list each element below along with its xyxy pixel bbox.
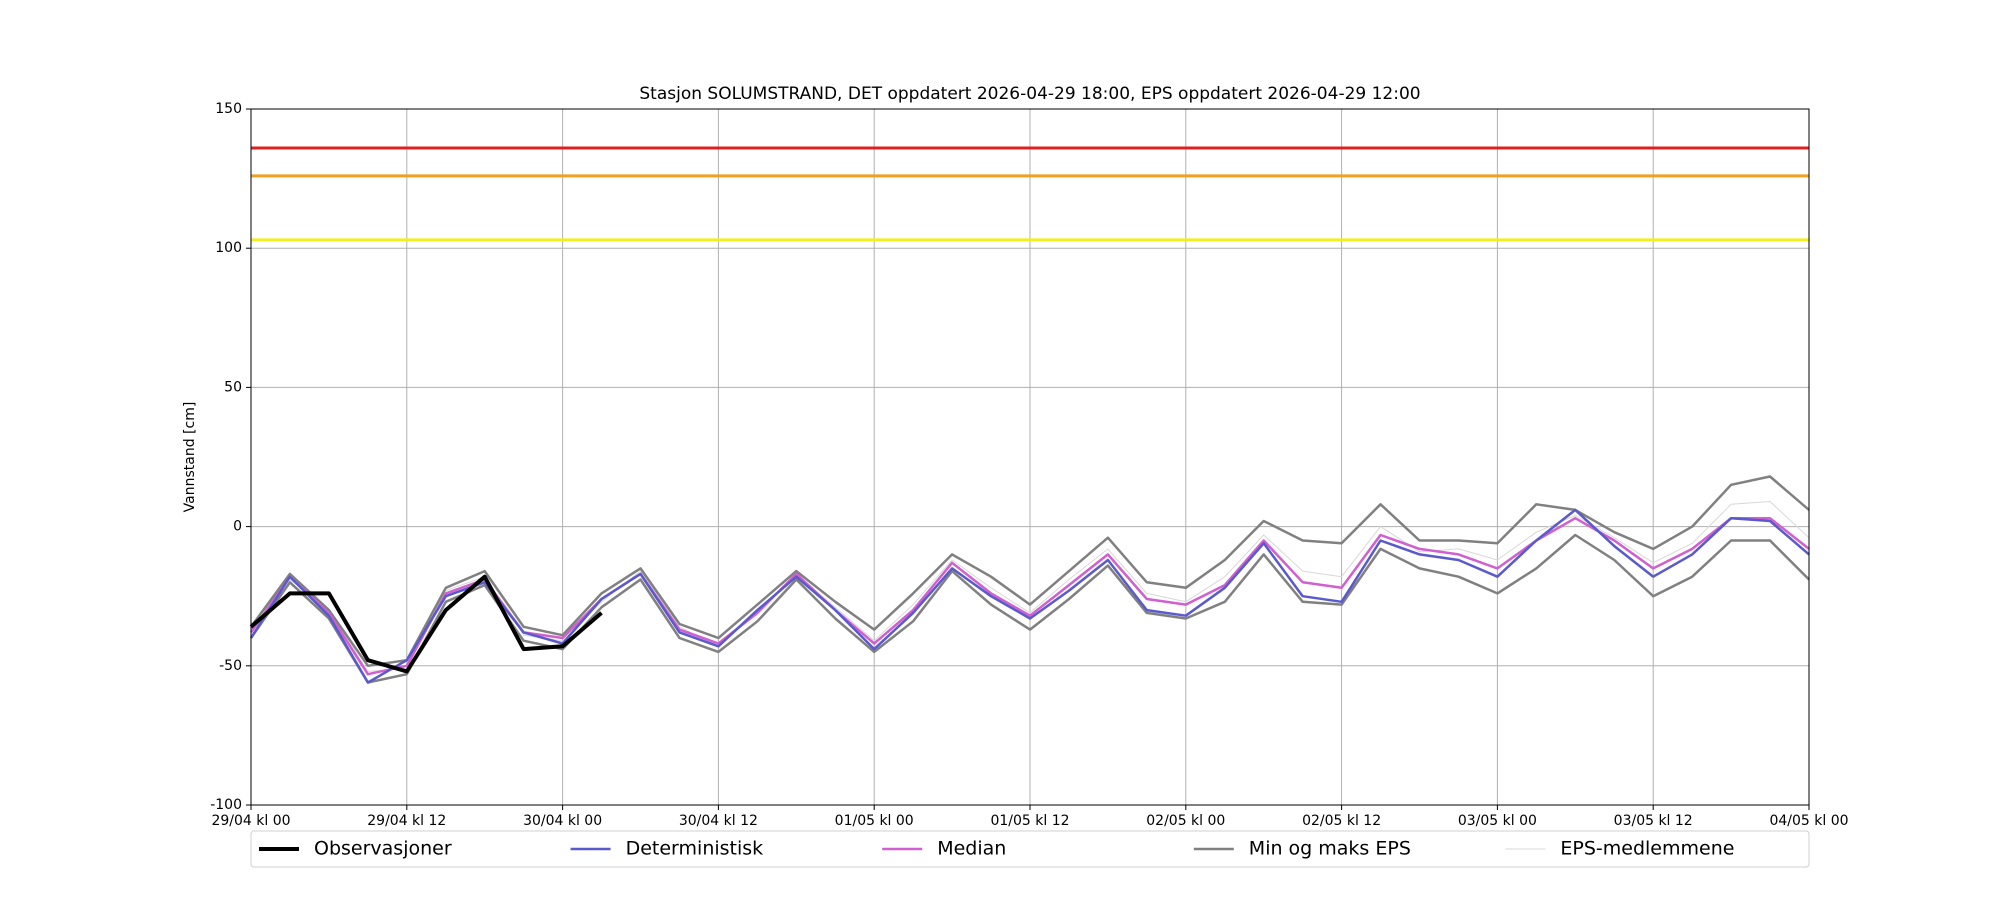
legend-label: Min og maks EPS — [1249, 838, 1411, 860]
y-tick-label: -100 — [210, 797, 242, 813]
x-tick-label: 29/04 kl 12 — [367, 813, 446, 829]
x-tick-label: 01/05 kl 12 — [990, 813, 1069, 829]
x-tick-label: 01/05 kl 00 — [835, 813, 914, 829]
y-tick-label: 50 — [224, 379, 242, 395]
series-line — [249, 508, 1810, 684]
y-tick-label: -50 — [219, 658, 242, 674]
y-tick-label: 150 — [215, 101, 242, 117]
x-tick-label: 30/04 kl 12 — [679, 813, 758, 829]
series-line — [249, 574, 603, 674]
legend-label: Observasjoner — [314, 838, 452, 860]
x-tick-label: 04/05 kl 00 — [1769, 813, 1848, 829]
legend-label: Deterministisk — [626, 838, 764, 860]
plot-frame — [250, 108, 1810, 806]
x-tick-label: 29/04 kl 00 — [211, 813, 290, 829]
legend-box — [250, 830, 1810, 868]
y-tick-label: 0 — [233, 519, 242, 535]
chart-title: Stasjon SOLUMSTRAND, DET oppdatert 2026-… — [639, 84, 1420, 104]
x-tick-label: 03/05 kl 12 — [1614, 813, 1693, 829]
x-tick-label: 02/05 kl 12 — [1302, 813, 1381, 829]
y-axis-label: Vannstand [cm] — [182, 402, 198, 513]
series-line — [249, 475, 1810, 668]
x-tick-label: 30/04 kl 00 — [523, 813, 602, 829]
x-tick-label: 03/05 kl 00 — [1458, 813, 1537, 829]
legend-label: Median — [937, 838, 1006, 860]
x-tick-label: 02/05 kl 00 — [1146, 813, 1225, 829]
y-tick-label: 100 — [215, 240, 242, 256]
legend-label: EPS-medlemmene — [1560, 838, 1734, 860]
